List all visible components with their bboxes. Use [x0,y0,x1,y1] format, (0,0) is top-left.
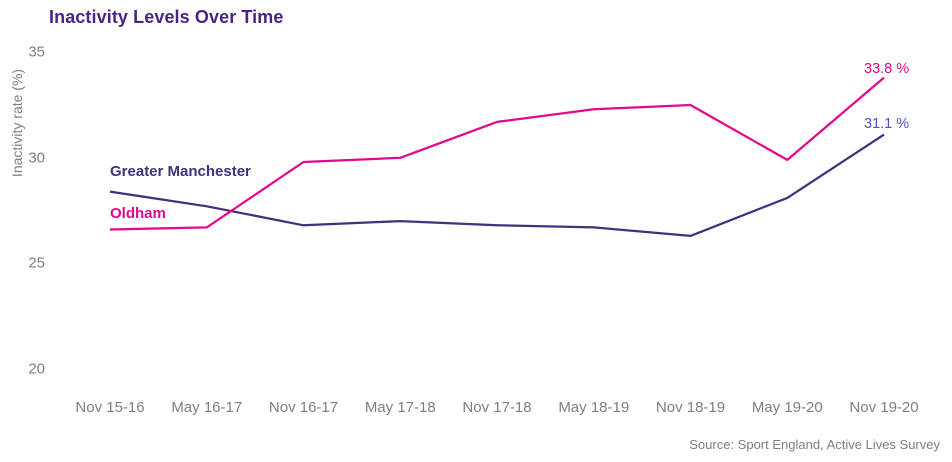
y-tick-35: 35 [28,43,45,61]
source-caption: Source: Sport England, Active Lives Surv… [689,437,940,452]
oldham-end-value-label: 33.8 % [864,61,910,77]
series-label-oldham: Oldham [110,205,166,222]
y-tick-30: 30 [28,149,45,167]
x-tick-may-19-20: May 19-20 [751,399,823,416]
y-tick-20: 20 [28,360,45,378]
greater-manchester-end-value-label: 31.1 % [864,116,910,132]
x-tick-may-16-17: May 16-17 [171,399,243,416]
y-tick-25: 25 [28,254,45,272]
x-tick-may-18-19: May 18-19 [558,399,630,416]
x-tick-nov-17-18: Nov 17-18 [462,399,532,416]
x-tick-nov-15-16: Nov 15-16 [75,399,145,416]
series-label-greater-manchester: Greater Manchester [110,163,251,180]
greater-manchester-series-line [109,133,885,238]
x-tick-may-17-18: May 17-18 [364,399,436,416]
oldham-series-line [109,76,885,231]
chart-title: Inactivity Levels Over Time [49,7,284,27]
x-tick-nov-19-20: Nov 19-20 [849,399,919,416]
x-tick-nov-16-17: Nov 16-17 [268,399,339,416]
x-tick-nov-18-19: Nov 18-19 [655,399,726,416]
